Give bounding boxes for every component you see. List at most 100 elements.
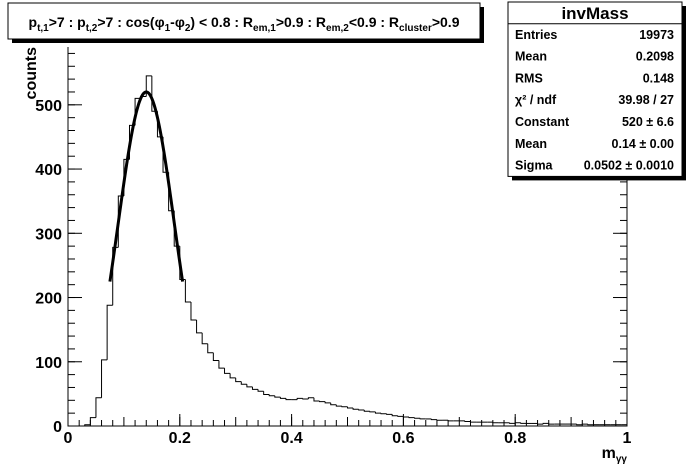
histogram-bin [229, 373, 236, 379]
histogram-bin [402, 416, 409, 418]
stats-value: 0.14 ± 0.00 [612, 137, 675, 151]
histogram-bin [218, 360, 225, 369]
histogram-bin [190, 302, 197, 321]
histogram-bin [296, 397, 303, 400]
histogram-bin [95, 397, 102, 418]
histogram-bin [307, 397, 314, 400]
histogram-bin [391, 414, 398, 417]
histogram-bin [196, 320, 203, 334]
histogram-bin [84, 424, 91, 426]
histogram-bin [330, 402, 337, 406]
histogram-bin [347, 406, 354, 409]
histogram-bin [576, 424, 583, 426]
x-tick-label: 0 [64, 430, 73, 447]
histogram-bin [89, 417, 96, 425]
histogram-bin [302, 398, 309, 400]
histogram-bin [581, 423, 588, 425]
histogram-bin [436, 419, 443, 421]
histogram-bin [145, 75, 152, 97]
histogram-bin [414, 417, 421, 419]
histogram-bin [380, 413, 387, 415]
y-tick-label: 0 [53, 419, 62, 436]
histogram-bin [469, 421, 477, 423]
stats-name: Mean [515, 137, 547, 151]
histogram-bin [257, 389, 264, 392]
histogram-bin [319, 400, 326, 403]
chart-title-part: p [29, 14, 38, 30]
histogram-bin [335, 404, 342, 407]
chart-title: pt,1>7 : pt,2>7 : cos(φ1-φ2) < 0.8 : Rem… [29, 14, 460, 34]
histogram-bin [285, 398, 292, 401]
x-axis-label-part: m [602, 445, 616, 462]
histogram-bin [374, 411, 382, 414]
histogram-bin [358, 409, 365, 411]
x-tick-label: 0.4 [280, 430, 302, 447]
chart-title-part: ) < 0.8 : R [190, 14, 253, 30]
histogram-bin [386, 413, 393, 415]
chart-title-part: 1 [165, 23, 171, 34]
stats-value: 0.2098 [636, 50, 674, 64]
histogram-bin [520, 422, 527, 424]
histogram-bin [587, 424, 594, 426]
histogram-bin [397, 415, 404, 417]
chart-title-part: >0.9 : R [276, 14, 326, 30]
stats-value: 39.98 / 27 [618, 93, 674, 107]
y-tick-label: 300 [35, 226, 62, 243]
stats-title: invMass [561, 4, 628, 23]
stats-value: 19973 [639, 28, 674, 42]
histogram-bin [263, 391, 270, 396]
histogram-bin [542, 422, 549, 425]
histogram-bin [352, 408, 359, 410]
y-tick-label: 500 [35, 98, 62, 115]
chart-title-part: em,1 [253, 23, 276, 34]
histogram-bin [101, 359, 108, 398]
histogram-bin [369, 411, 376, 413]
fit-curve [108, 90, 185, 282]
stats-box [507, 1, 683, 177]
histogram-bin [509, 422, 516, 424]
chart-title-part: cluster [399, 23, 432, 34]
chart-title-part: <0.9 : R [349, 14, 399, 30]
stats-name: Entries [515, 28, 557, 42]
y-axis-label: counts [23, 47, 40, 100]
x-tick-label: 0.2 [169, 430, 191, 447]
histogram-bin [324, 401, 331, 404]
x-tick-label: 0.6 [392, 430, 414, 447]
chart-title-part: >7 : cos( [97, 14, 155, 30]
histogram-bin [313, 397, 320, 402]
histogram-bin [106, 304, 113, 360]
histogram-bin [363, 409, 370, 412]
histogram-bin [419, 418, 426, 420]
x-axis-label: mγγ [602, 445, 628, 465]
histogram-bin [548, 423, 555, 425]
histogram-bin [537, 423, 544, 425]
chart-title-part: t,2 [86, 23, 98, 34]
histogram-bin [224, 368, 231, 374]
histogram-bin [251, 386, 259, 390]
histogram-bin [447, 420, 454, 422]
y-tick-label: 200 [35, 291, 62, 308]
y-tick-label: 400 [35, 162, 62, 179]
chart-title-part: φ [155, 14, 165, 30]
histogram-bin [235, 377, 242, 383]
stats-name: χ² / ndf [515, 93, 557, 107]
chart-title-part: >7 : p [49, 14, 86, 30]
stats-name: RMS [515, 71, 543, 85]
chart-title-part: φ [175, 14, 185, 30]
y-tick-label: 100 [35, 355, 62, 372]
chart-title-part: em,2 [326, 23, 349, 34]
stats-value: 0.148 [643, 71, 674, 85]
histogram-bin [246, 384, 253, 388]
histogram-bin [274, 395, 281, 398]
histogram-bin [492, 422, 499, 424]
x-tick-label: 0.8 [504, 430, 526, 447]
stats-value: 0.0502 ± 0.0010 [584, 159, 674, 173]
histogram-bin [240, 381, 247, 385]
x-axis-label-part: γγ [616, 454, 628, 465]
stats-name: Mean [515, 50, 547, 64]
histogram-bin [207, 343, 214, 354]
histogram-bin [212, 352, 219, 361]
chart-title-part: - [170, 14, 175, 30]
chart-title-part: >0.9 [432, 14, 460, 30]
